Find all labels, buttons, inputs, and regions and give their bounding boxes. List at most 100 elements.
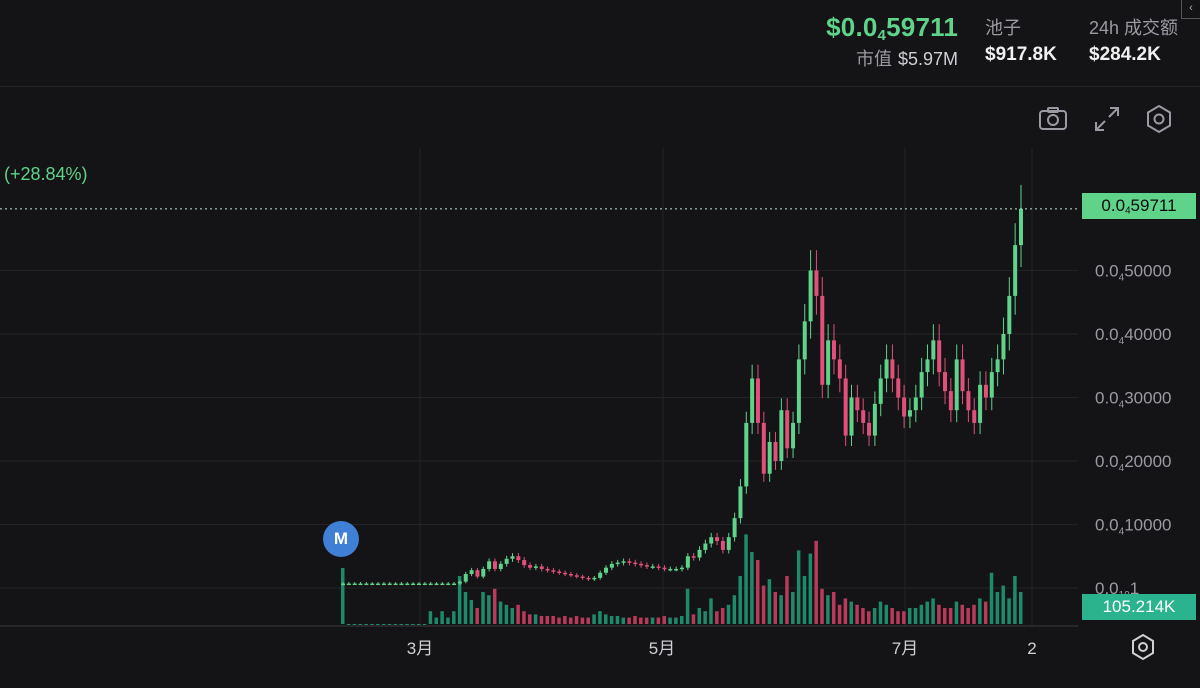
candle [773, 431, 778, 470]
volume-bar [557, 617, 561, 624]
volume-bar [428, 611, 433, 624]
price-change-percent: (+28.84%) [4, 164, 88, 184]
volume-bar [913, 608, 918, 624]
candle [837, 344, 842, 393]
volume-bar [463, 592, 468, 624]
market-header: $0.0459711 市值 $5.97M 池子 $917.8K 24h 成交额 $… [0, 0, 1200, 87]
candle [533, 563, 538, 571]
volume-bar [767, 579, 772, 624]
volume-bar [510, 608, 514, 624]
candle [697, 546, 702, 561]
price-chart[interactable]: 0.0450000 0.0440000 0.0430000 0.0420000 0.04… [0, 148, 1200, 688]
candle [528, 562, 533, 571]
candle [341, 582, 345, 586]
volume-bar [896, 611, 900, 624]
candle [919, 357, 924, 411]
candle [931, 324, 936, 375]
volume-bar [685, 588, 690, 624]
candle [668, 566, 673, 572]
x-tick-label: 5月 [649, 639, 675, 658]
candle [826, 324, 831, 399]
volume-bar [948, 608, 953, 624]
volume-bar [796, 550, 801, 624]
candle [820, 277, 825, 399]
volume-bar [1019, 592, 1023, 624]
volume-bar [487, 595, 491, 624]
volume-bar [586, 617, 590, 624]
volume-bar [960, 604, 965, 624]
volume-bar [440, 611, 444, 624]
candle [422, 582, 427, 586]
camera-icon[interactable] [1036, 102, 1070, 136]
volume-bar [516, 604, 520, 624]
candle [568, 571, 573, 578]
volume-bar [989, 572, 994, 624]
candle [1007, 277, 1012, 351]
candle [849, 384, 854, 447]
candle [1019, 184, 1023, 267]
volume-bar [1007, 598, 1011, 624]
candle [627, 558, 632, 566]
volume-bar [867, 611, 871, 624]
volume-bar [709, 598, 713, 624]
candle [492, 558, 497, 572]
x-tick-label: 3月 [407, 639, 433, 658]
candle [884, 344, 889, 393]
candle [405, 582, 410, 586]
chart-settings-icon[interactable] [1128, 632, 1158, 662]
volume-bar [732, 595, 737, 624]
volume-bar [884, 604, 889, 624]
volume-bar [878, 601, 883, 624]
y-tick-label: 0.0420000 [1095, 452, 1171, 474]
candle [948, 378, 953, 423]
candle [346, 582, 351, 586]
volume-bar [954, 601, 959, 624]
volume-label: 24h 成交额 [1089, 18, 1179, 38]
volume-bar [738, 576, 742, 624]
candle [872, 391, 877, 447]
settings-icon[interactable] [1142, 102, 1176, 136]
candle [814, 250, 819, 315]
volume-bar [1001, 585, 1005, 624]
volume-bar [779, 595, 783, 624]
candle [1013, 223, 1018, 315]
event-marker[interactable]: M [323, 521, 359, 557]
volume-tag: 105.214K [1082, 594, 1196, 620]
volume-bar [364, 624, 368, 625]
volume-bar [580, 617, 585, 624]
candle [416, 582, 421, 586]
candle [703, 539, 708, 554]
candle [650, 563, 655, 569]
candle [609, 561, 614, 571]
volume-bar [662, 616, 666, 624]
volume-bar [1013, 576, 1017, 624]
volume-bar [609, 616, 614, 624]
candle [352, 582, 357, 586]
pool-value: $917.8K [985, 44, 1057, 65]
candle [761, 411, 766, 482]
volume-bar [498, 601, 503, 624]
volume-bar [861, 608, 865, 624]
candle [674, 566, 679, 572]
candle [621, 558, 626, 566]
volume-bar [814, 540, 818, 624]
volume-bar [452, 611, 456, 624]
volume-bar [931, 598, 935, 624]
volume-bar [568, 617, 573, 624]
volume-bar [411, 624, 415, 625]
candle [1001, 317, 1006, 375]
volume-bar [972, 604, 976, 624]
volume-bar [791, 592, 795, 624]
collapse-icon[interactable]: ‹ [1181, 0, 1200, 19]
volume-bar [376, 624, 380, 625]
volume-bar [457, 576, 462, 624]
pool-label: 池子 [985, 18, 1021, 38]
volume-bar [697, 608, 702, 624]
candle [662, 565, 667, 572]
candle [744, 411, 749, 494]
candle [399, 582, 404, 586]
candle [580, 574, 585, 580]
candle [516, 553, 521, 564]
candle [867, 411, 872, 447]
expand-icon[interactable] [1090, 102, 1124, 136]
